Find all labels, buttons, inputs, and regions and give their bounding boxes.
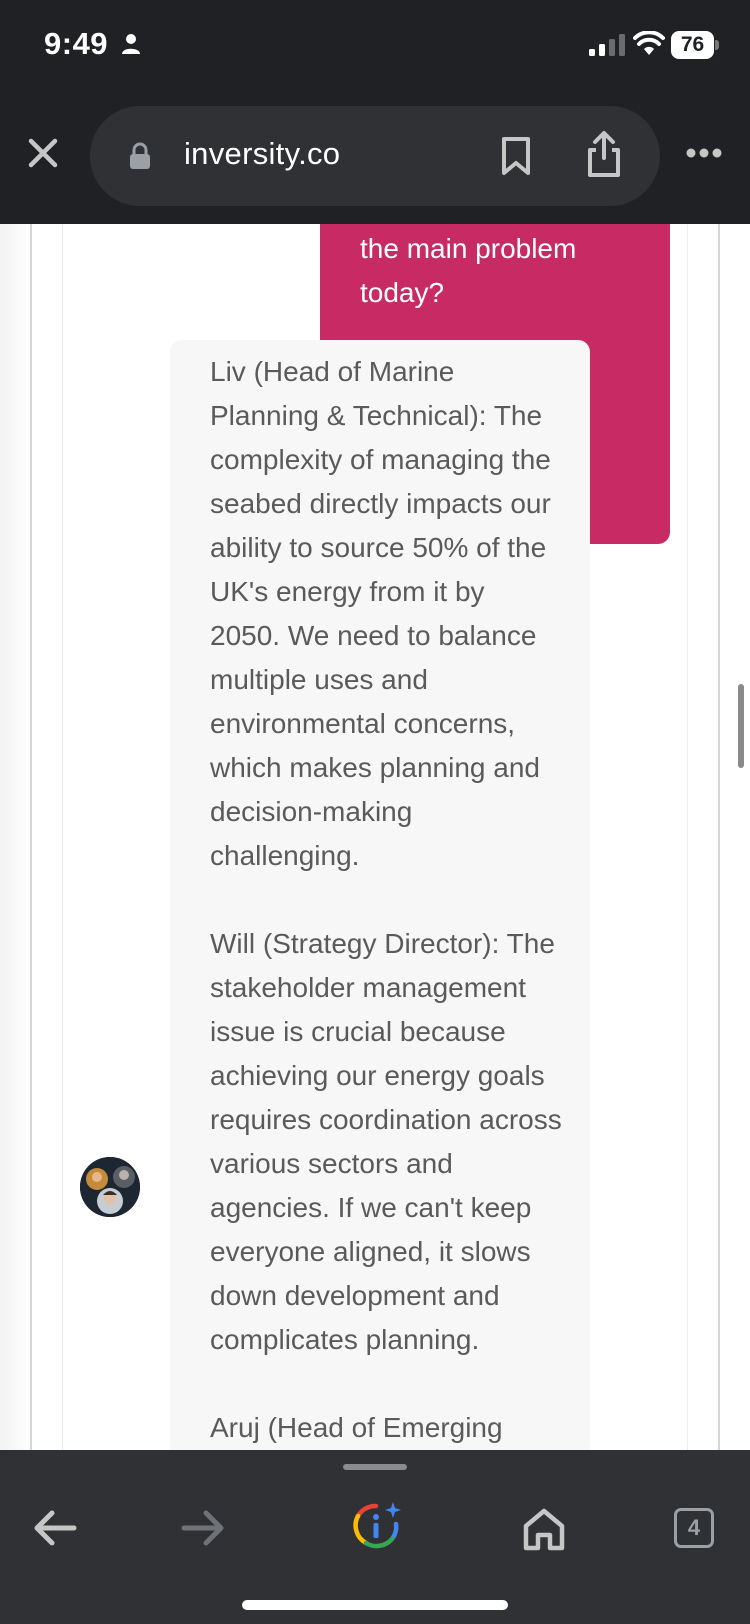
assistant-paragraph: Will (Strategy Director): The stakeholde…	[210, 928, 562, 1355]
wifi-icon	[633, 31, 665, 55]
forward-icon[interactable]	[180, 1508, 226, 1548]
address-bar[interactable]: inversity.co	[90, 106, 660, 206]
drag-handle[interactable]	[343, 1464, 407, 1470]
close-icon[interactable]	[28, 138, 58, 168]
more-icon[interactable]	[686, 147, 722, 159]
bottom-toolbar: 4	[0, 1450, 750, 1624]
status-time: 9:49	[44, 26, 109, 61]
user-message-text: the main problem today?	[360, 233, 577, 308]
assistant-paragraph: Aruj (Head of Emerging	[210, 1412, 503, 1443]
lock-icon	[130, 142, 150, 169]
person-icon	[122, 34, 140, 54]
home-icon[interactable]	[522, 1506, 566, 1552]
status-bar: 9:49 76	[0, 0, 750, 92]
browser-toolbar: inversity.co	[0, 92, 750, 224]
share-icon[interactable]	[586, 130, 622, 178]
assistant-message-bubble	[170, 340, 590, 1450]
home-indicator	[242, 1600, 508, 1610]
chat-panel	[62, 224, 688, 1450]
page-scrollbar[interactable]	[738, 684, 744, 768]
assistant-message-text: Liv (Head of Marine Planning & Technical…	[210, 350, 562, 1450]
url-text[interactable]: inversity.co	[184, 136, 341, 171]
bookmark-icon[interactable]	[500, 136, 532, 176]
battery-level: 76	[671, 31, 714, 59]
battery-indicator: 76	[671, 31, 721, 59]
avatar	[80, 1157, 140, 1217]
back-icon[interactable]	[32, 1508, 78, 1548]
assistant-paragraph: Liv (Head of Marine Planning & Technical…	[210, 356, 551, 871]
google-icon[interactable]	[350, 1500, 402, 1552]
chat-frame	[30, 224, 720, 1450]
signal-icon	[589, 34, 625, 56]
tab-switcher-button[interactable]: 4	[674, 1508, 714, 1548]
page-content: the main problem today? Liv (Head of Mar…	[0, 224, 750, 1450]
